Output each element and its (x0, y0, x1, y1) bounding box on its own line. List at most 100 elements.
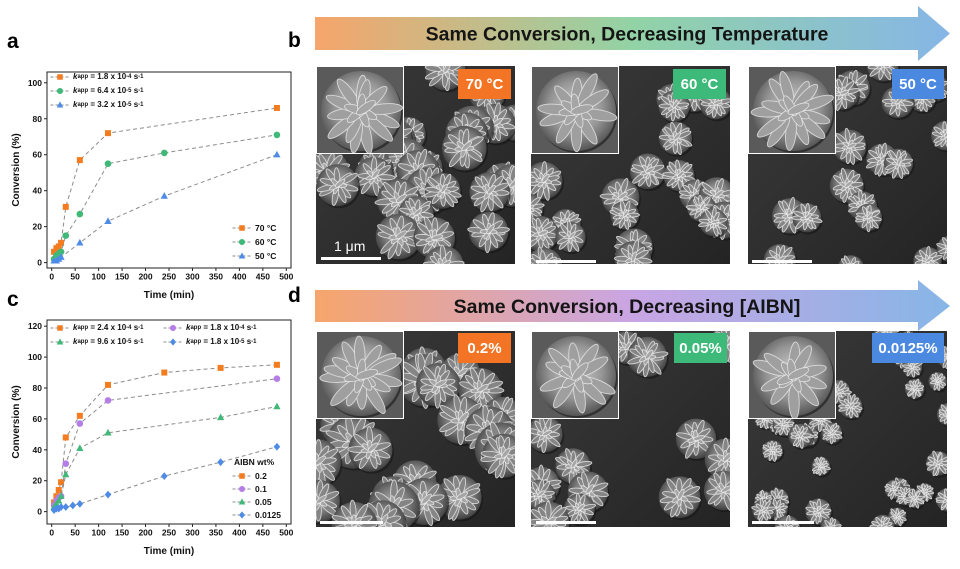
data-point (57, 503, 65, 511)
particle-petal (355, 368, 378, 380)
data-point (76, 412, 83, 419)
data-point (273, 150, 281, 158)
data-point (57, 492, 65, 499)
particle (698, 206, 729, 239)
legend-marker (50, 325, 70, 331)
particle-petal (839, 89, 850, 96)
particle-petal (946, 496, 947, 502)
particle (531, 216, 560, 254)
x-tick-label: 400 (232, 528, 246, 538)
particle-petal (876, 66, 886, 70)
data-point (105, 130, 111, 137)
x-tick-label: 250 (162, 272, 176, 282)
legend-symbol (238, 498, 246, 505)
particle (416, 362, 462, 409)
data-point (58, 239, 65, 246)
particle-petal (396, 193, 407, 203)
rate-legend-item: k app = 1.8 x 10 -4 s -1 (163, 322, 257, 334)
scale-bar (536, 521, 596, 524)
particle (913, 245, 944, 264)
particle (936, 236, 947, 264)
particle (567, 471, 610, 514)
particle-petal (787, 102, 810, 115)
particle (811, 456, 832, 478)
data-point (76, 444, 84, 451)
particle (609, 199, 641, 232)
rate-value: = 3.2 x 10 (88, 100, 127, 109)
particle (883, 148, 915, 180)
y-axis-label: Conversion (%) (11, 385, 22, 458)
data-point (62, 232, 70, 239)
particle (752, 336, 835, 418)
particle-petal (577, 503, 585, 511)
data-point (69, 501, 77, 510)
series-legend-item: 70 °C (232, 222, 276, 234)
data-point (273, 104, 280, 111)
data-point (62, 503, 70, 511)
particle-petal (356, 100, 376, 116)
particle-petal (878, 66, 885, 68)
data-point (160, 192, 168, 199)
arrow-text: Same Conversion, Decreasing [AIBN] (454, 296, 801, 318)
legend-marker (232, 511, 252, 519)
particle (531, 161, 564, 202)
data-point (62, 460, 70, 468)
data-point (76, 500, 84, 508)
legend-marker (232, 485, 252, 493)
particle-petal (677, 488, 685, 501)
sem-image-aibn-0.2: 0.2% (316, 331, 515, 527)
particle-petal (644, 349, 654, 360)
data-point (217, 458, 224, 467)
sem-image-60C: 60 °C (531, 66, 730, 264)
rate-unit: s (131, 323, 139, 332)
legend-marker (232, 473, 252, 479)
aibn-tag: 0.2% (458, 333, 511, 363)
particle-petal (774, 526, 788, 527)
series-legend-item: 60 °C (232, 236, 276, 248)
sem-inset-micrograph (749, 67, 835, 153)
particle-petal (531, 204, 535, 211)
x-tick-label: 150 (115, 528, 129, 538)
particle-petal (829, 524, 836, 527)
particle (422, 244, 465, 264)
x-tick-label: 500 (279, 528, 293, 538)
x-tick-label: 50 (70, 272, 80, 282)
particle-petal (568, 231, 576, 239)
particle-petal (943, 130, 947, 138)
sem-inset-micrograph (317, 332, 403, 418)
particle-petal (711, 219, 720, 224)
particle-petal (944, 245, 947, 251)
rate-unit: s (244, 323, 252, 332)
particle-petal (896, 513, 901, 518)
data-point (104, 428, 112, 436)
series-legend-item: 0.05 (232, 496, 272, 508)
particle (555, 220, 588, 255)
y-tick-label: 60 (33, 150, 43, 160)
series-50C (50, 150, 281, 264)
particle-petal (946, 411, 947, 416)
x-tick-label: 250 (162, 528, 176, 538)
particle-petal (509, 178, 515, 188)
data-point (57, 248, 65, 256)
particle-petal (531, 203, 545, 210)
particle-petal (722, 452, 730, 462)
particle-petal (943, 495, 947, 502)
particle-petal (881, 523, 888, 527)
particle-petal (441, 259, 452, 264)
aibn-tag: 0.05% (674, 333, 727, 363)
y-tick-label: 20 (33, 222, 43, 232)
particle (751, 498, 777, 524)
series-name: 0.0125 (255, 510, 281, 520)
particle-petal (431, 234, 444, 241)
particle (424, 172, 463, 211)
data-point (104, 217, 112, 224)
particle (854, 203, 884, 233)
particle (469, 172, 511, 214)
particle-petal (913, 385, 919, 391)
data-point (58, 479, 65, 486)
rate-legend-item: k app = 2.4 x 10 -4 s -1 (50, 322, 144, 334)
x-tick-label: 0 (49, 272, 54, 282)
particle (821, 422, 844, 446)
particle-petal (787, 367, 810, 380)
